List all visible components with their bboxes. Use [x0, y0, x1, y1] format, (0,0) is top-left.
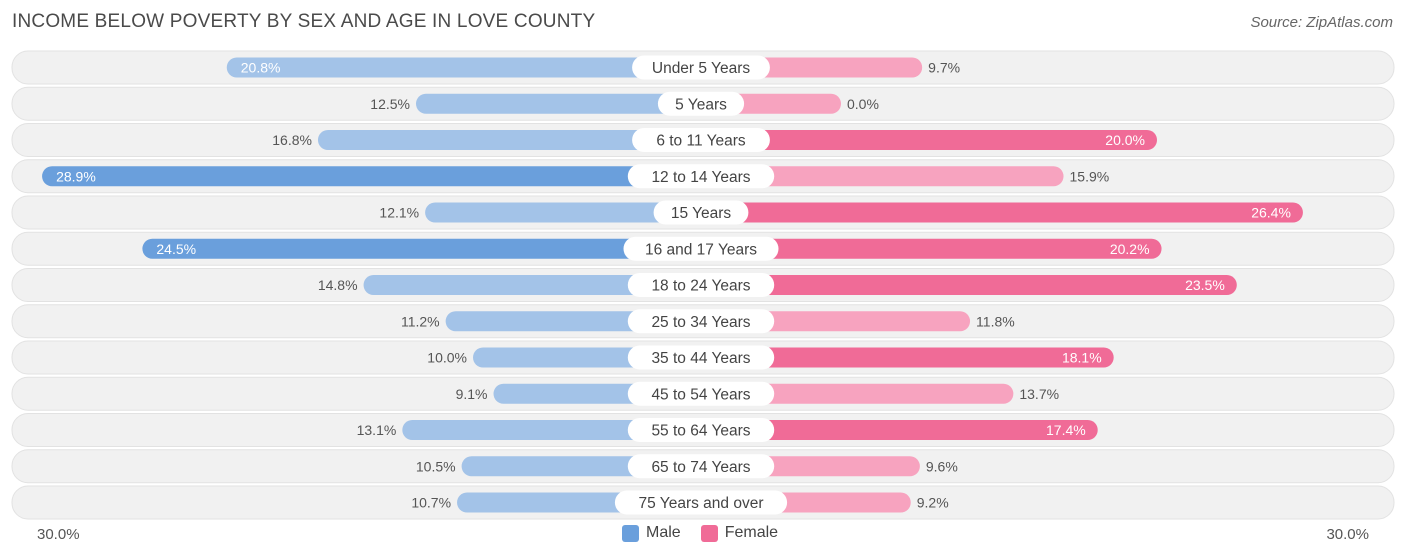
male-value-label: 28.9% [56, 168, 96, 184]
category-pill [623, 236, 779, 261]
legend-male-label: Male [646, 524, 681, 541]
male-value-label: 10.5% [416, 458, 456, 474]
category-pill [627, 381, 775, 406]
category-label: 5 Years [675, 96, 727, 113]
male-bar [226, 57, 701, 78]
male-value-label: 12.5% [370, 96, 410, 112]
male-value-label: 10.0% [427, 350, 467, 366]
female-value-label: 9.7% [928, 60, 960, 76]
male-value-label: 20.8% [241, 60, 281, 76]
male-bar [317, 130, 701, 150]
male-bar [402, 420, 701, 440]
category-label: 35 to 44 Years [651, 350, 750, 367]
category-label: 55 to 64 Years [651, 423, 750, 440]
category-label: Under 5 Years [652, 60, 750, 77]
category-pill [627, 273, 775, 297]
axis-left-label: 30.0% [37, 526, 80, 543]
category-pill [632, 128, 770, 152]
category-label: 18 to 24 Years [651, 278, 750, 295]
female-bar [701, 238, 1162, 259]
category-label: 45 to 54 Years [651, 386, 750, 403]
category-pill [653, 200, 749, 225]
female-value-label: 0.0% [847, 96, 879, 112]
female-bar [701, 202, 1303, 223]
category-pill [627, 345, 775, 370]
legend-male[interactable]: Male [622, 524, 681, 542]
male-value-label: 12.1% [379, 205, 419, 221]
female-bar [701, 420, 1098, 440]
male-value-label: 24.5% [156, 241, 196, 257]
female-value-label: 15.9% [1070, 168, 1110, 184]
category-label: 16 and 17 Years [645, 241, 757, 258]
category-pill [627, 164, 775, 189]
male-value-label: 14.8% [318, 277, 358, 293]
male-value-label: 11.2% [401, 313, 440, 329]
female-value-label: 17.4% [1046, 422, 1086, 438]
female-bar [701, 383, 1014, 404]
category-label: 15 Years [671, 205, 732, 222]
female-bar [701, 166, 1064, 187]
category-label: 12 to 14 Years [651, 169, 750, 186]
male-bar [42, 166, 701, 187]
female-value-label: 18.1% [1062, 350, 1102, 366]
female-value-label: 13.7% [1019, 386, 1059, 402]
male-value-label: 9.1% [456, 386, 488, 402]
category-pill [627, 309, 775, 334]
female-bar [701, 347, 1114, 368]
male-bar [142, 238, 701, 259]
category-pill [614, 490, 788, 515]
female-bar [701, 130, 1157, 150]
male-value-label: 16.8% [272, 132, 312, 148]
source-label: Source: ZipAtlas.com [1250, 14, 1393, 31]
category-pill [627, 418, 775, 442]
category-pill [657, 91, 745, 116]
female-value-label: 20.0% [1105, 132, 1145, 148]
female-value-label: 26.4% [1251, 205, 1291, 221]
category-label: 6 to 11 Years [656, 133, 746, 150]
female-value-label: 9.2% [917, 495, 949, 511]
legend: Male Female [622, 524, 778, 542]
male-value-label: 13.1% [357, 422, 397, 438]
axis-right-label: 30.0% [1326, 526, 1369, 543]
category-pill [627, 454, 775, 479]
female-value-label: 11.8% [976, 313, 1015, 329]
category-label: 25 to 34 Years [651, 314, 750, 331]
category-label: 75 Years and over [639, 495, 764, 512]
female-bar [701, 275, 1237, 295]
male-bar [425, 202, 701, 223]
legend-male-swatch [622, 524, 639, 542]
legend-female[interactable]: Female [700, 524, 779, 542]
category-label: 65 to 74 Years [651, 459, 750, 476]
bar-chart: 20.8% 9.7% Under 5 Years 12.5% 0.0% 5 Years 16… [11, 50, 1395, 520]
legend-female-swatch [700, 524, 718, 542]
male-bar [363, 275, 701, 295]
male-value-label: 10.7% [411, 495, 451, 511]
chart-title: INCOME BELOW POVERTY BY SEX AND AGE IN L… [12, 11, 596, 32]
male-bar [416, 93, 701, 114]
female-value-label: 20.2% [1110, 241, 1150, 257]
legend-female-label: Female [724, 524, 779, 541]
female-value-label: 23.5% [1185, 277, 1225, 293]
category-pill [632, 55, 770, 80]
female-value-label: 9.6% [926, 458, 958, 474]
